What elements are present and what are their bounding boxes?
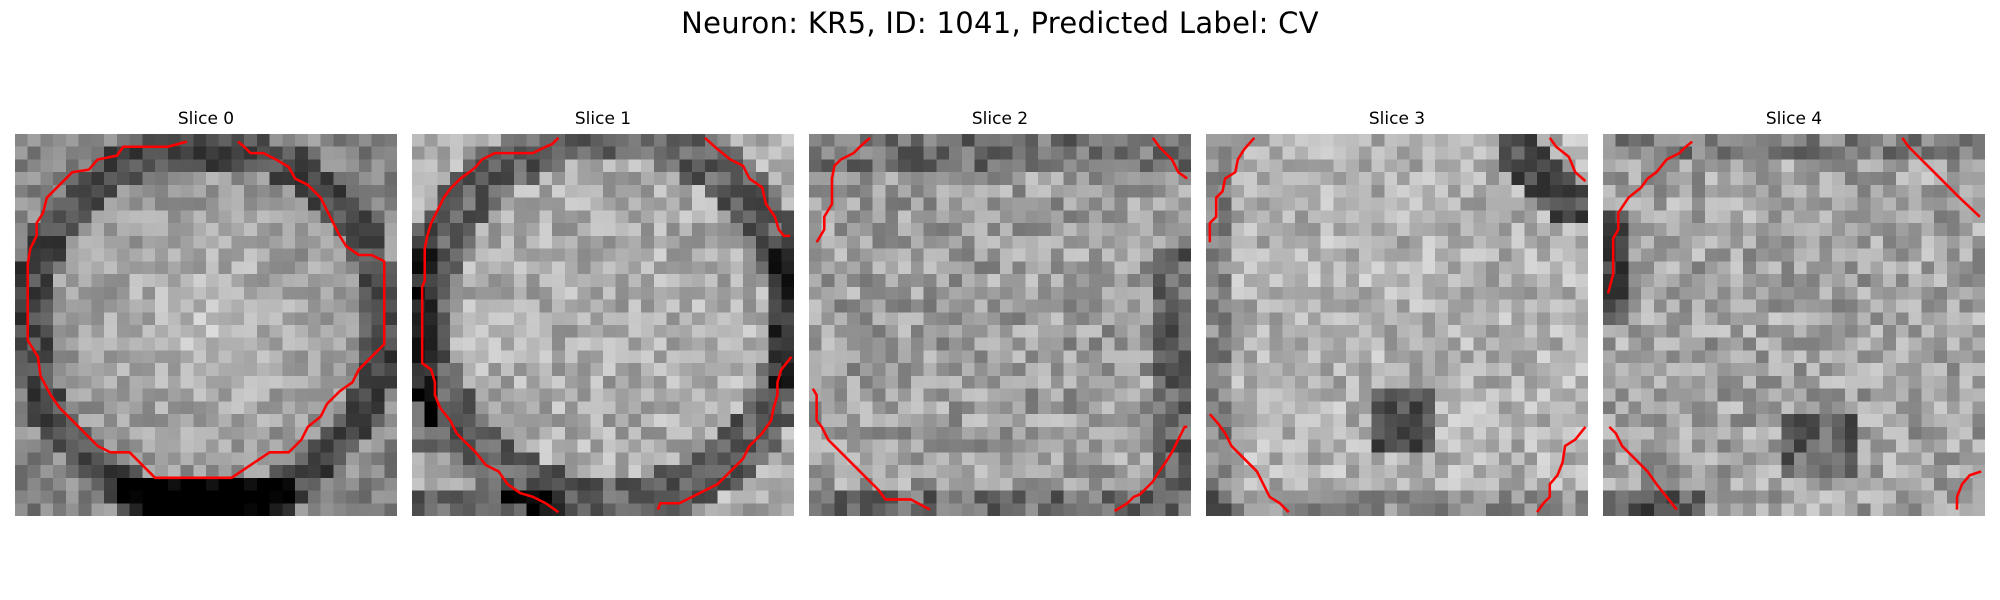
segmentation-contour bbox=[815, 136, 871, 243]
segmentation-contour bbox=[1208, 136, 1256, 243]
segmentation-contour bbox=[1608, 425, 1678, 511]
figure-title: Neuron: KR5, ID: 1041, Predicted Label: … bbox=[681, 6, 1319, 40]
segmentation-contour bbox=[656, 356, 793, 511]
slice-image-0 bbox=[15, 134, 397, 516]
segmentation-contour bbox=[704, 136, 791, 238]
slice-image-3 bbox=[1206, 134, 1588, 516]
slice-title: Slice 2 bbox=[971, 109, 1029, 129]
pixel-grid bbox=[412, 134, 794, 516]
slice-panel-4: Slice 4 bbox=[1603, 108, 1985, 516]
segmentation-contour bbox=[26, 140, 386, 480]
segmentation-contour bbox=[1113, 425, 1188, 512]
slice-title: Slice 0 bbox=[177, 109, 235, 129]
segmentation-contour bbox=[811, 388, 931, 511]
slice-panel-0: Slice 0 bbox=[15, 108, 397, 516]
segmentation-contour bbox=[1536, 426, 1587, 513]
slice-image-2 bbox=[809, 134, 1191, 516]
slice-panel-2: Slice 2 bbox=[809, 108, 1191, 516]
slice-title: Slice 1 bbox=[574, 109, 632, 129]
segmentation-contour bbox=[420, 136, 560, 514]
segmentation-contour bbox=[1151, 137, 1188, 180]
slice-panel-3: Slice 3 bbox=[1206, 108, 1588, 516]
segmentation-contour bbox=[1901, 137, 1981, 218]
pixel-grid bbox=[1206, 134, 1588, 516]
pixel-grid bbox=[1603, 134, 1985, 516]
slice-title: Slice 4 bbox=[1765, 109, 1823, 129]
pixel-grid bbox=[15, 134, 397, 516]
slice-panel-1: Slice 1 bbox=[412, 108, 794, 516]
pixel-grid bbox=[809, 134, 1191, 516]
segmentation-contour bbox=[1955, 470, 1982, 510]
slice-image-1 bbox=[412, 134, 794, 516]
segmentation-contour bbox=[1208, 413, 1290, 514]
slice-title: Slice 3 bbox=[1368, 109, 1426, 129]
segmentation-contour bbox=[1548, 137, 1587, 183]
segmentation-contour bbox=[1606, 140, 1693, 294]
slice-image-4 bbox=[1603, 134, 1985, 516]
